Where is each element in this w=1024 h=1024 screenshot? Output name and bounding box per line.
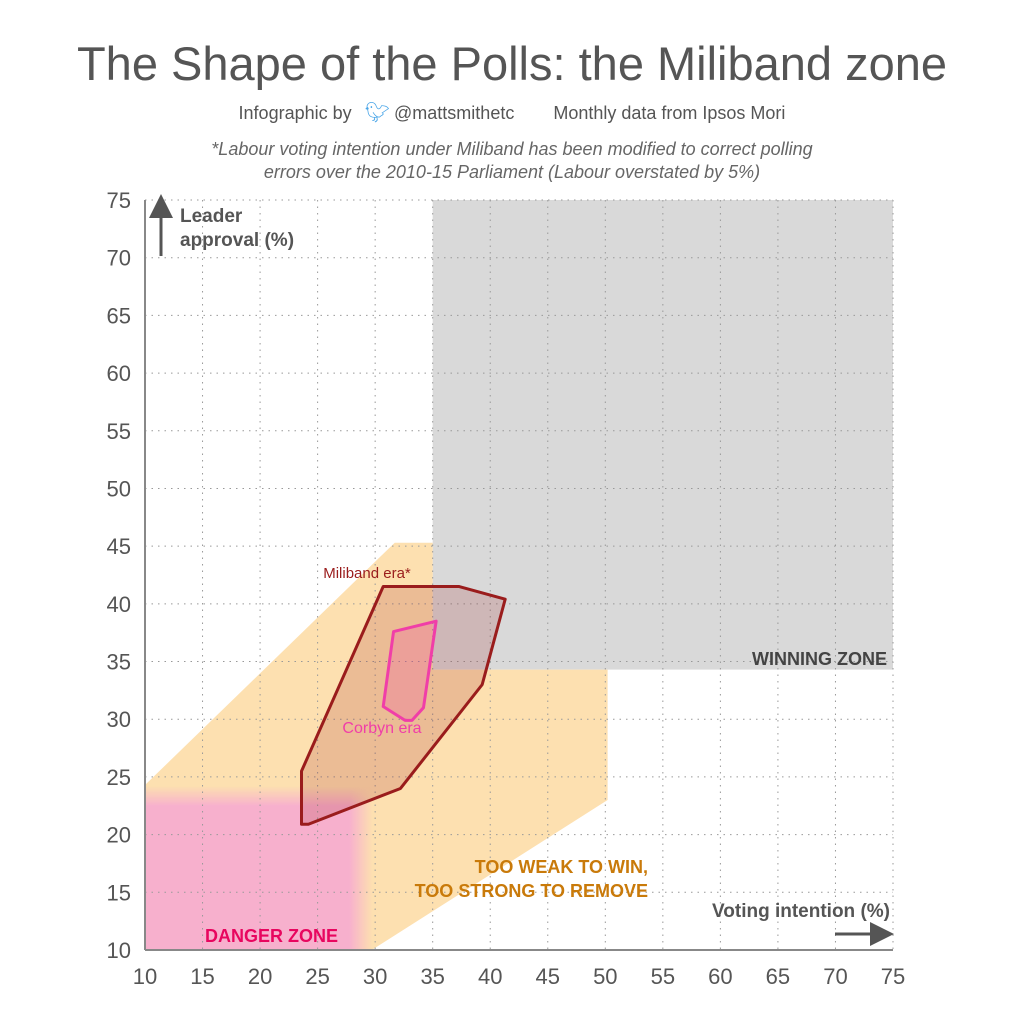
miliband-era-label: Miliband era* — [323, 565, 411, 582]
footnote-line: *Labour voting intention under Miliband … — [211, 139, 813, 159]
footnote-line: errors over the 2010-15 Parliament (Labo… — [263, 162, 761, 182]
x-tick-label: 40 — [478, 964, 502, 989]
footnote: *Labour voting intention under Miliband … — [0, 138, 1024, 184]
x-tick-label: 20 — [248, 964, 272, 989]
data-source: Monthly data from Ipsos Mori — [553, 103, 786, 123]
byline: Infographic by 🐦︎ @mattsmithetc Monthly d… — [0, 100, 1024, 125]
twitter-handle: @mattsmithetc — [394, 103, 515, 123]
miliband-era-area — [300, 585, 507, 826]
x-tick-label: 35 — [420, 964, 444, 989]
x-tick-label: 75 — [881, 964, 905, 989]
y-tick-label: 15 — [107, 880, 131, 905]
x-tick-label: 65 — [766, 964, 790, 989]
y-axis-title-2: approval (%) — [180, 230, 294, 251]
y-tick-label: 60 — [107, 361, 131, 386]
danger-zone-label: DANGER ZONE — [205, 926, 338, 946]
byline-prefix: Infographic by — [238, 103, 352, 123]
y-tick-label: 45 — [107, 534, 131, 559]
y-tick-label: 30 — [107, 707, 131, 732]
x-tick-label: 15 — [190, 964, 214, 989]
x-tick-label: 30 — [363, 964, 387, 989]
x-tick-label: 45 — [536, 964, 560, 989]
y-tick-label: 20 — [107, 823, 131, 848]
x-tick-label: 50 — [593, 964, 617, 989]
corbyn-era-label: Corbyn era — [342, 720, 421, 737]
y-tick-label: 40 — [107, 592, 131, 617]
compromise-zone-label-2: TOO STRONG TO REMOVE — [415, 881, 648, 901]
compromise-zone-label-1: TOO WEAK TO WIN, — [475, 857, 648, 877]
winning-zone-label: WINNING ZONE — [752, 649, 887, 669]
corbyn-era-area — [381, 619, 438, 722]
y-tick-label: 35 — [107, 650, 131, 675]
page-title: The Shape of the Polls: the Miliband zon… — [76, 37, 948, 90]
y-tick-label: 70 — [107, 246, 131, 271]
y-tick-label: 65 — [107, 303, 131, 328]
x-tick-label: 70 — [823, 964, 847, 989]
x-tick-label: 10 — [133, 964, 157, 989]
y-tick-label: 25 — [107, 765, 131, 790]
x-tick-label: 55 — [651, 964, 675, 989]
y-tick-label: 75 — [107, 188, 131, 213]
y-tick-label: 55 — [107, 419, 131, 444]
x-tick-label: 25 — [305, 964, 329, 989]
twitter-bird-icon: 🐦︎ — [364, 102, 391, 124]
x-axis-title: Voting intention (%) — [712, 901, 890, 922]
y-tick-label: 10 — [107, 938, 131, 963]
y-tick-label: 50 — [107, 476, 131, 501]
x-tick-label: 60 — [708, 964, 732, 989]
y-axis-title-1: Leader — [180, 206, 243, 227]
